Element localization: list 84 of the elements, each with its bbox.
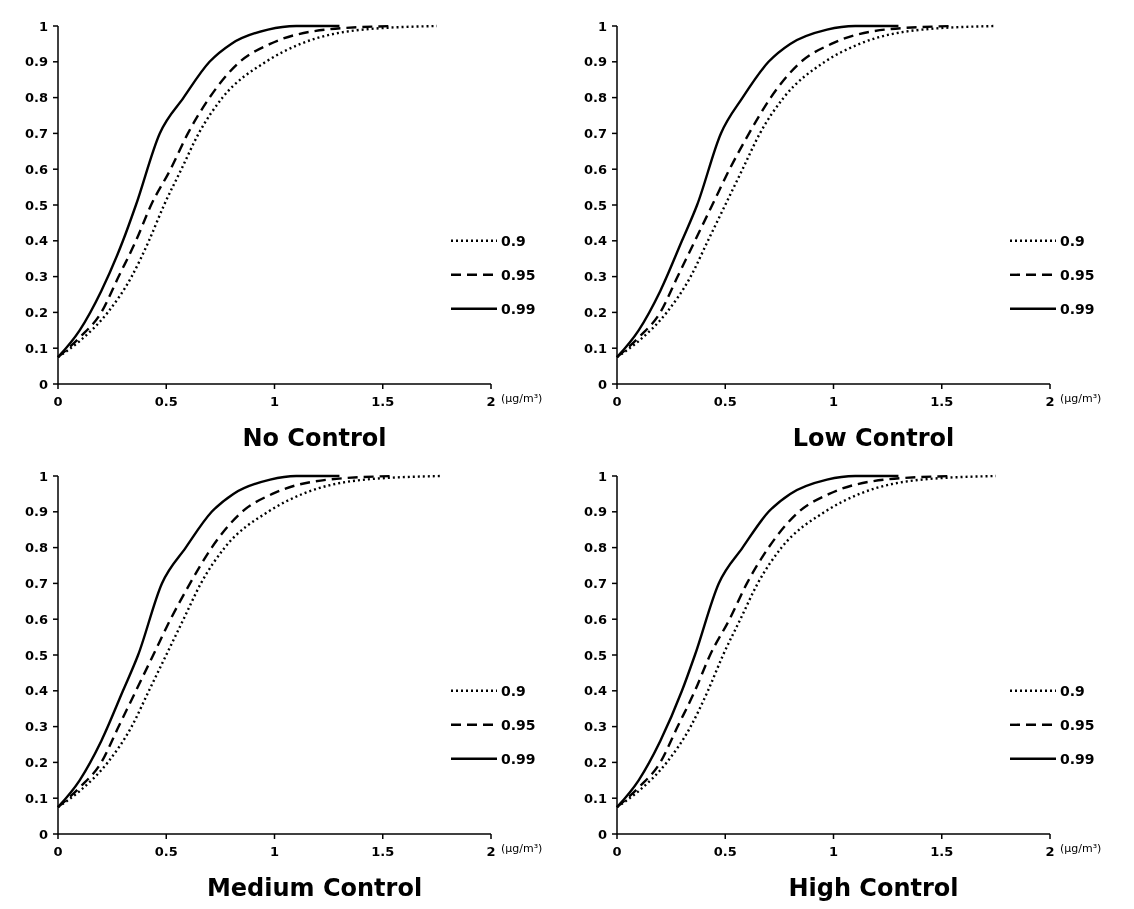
x-tick-label: 0.5: [713, 844, 737, 859]
x-tick-label: 2: [1045, 844, 1055, 859]
y-tick-label: 0.4: [583, 233, 607, 249]
y-tick-label: 0.8: [24, 90, 48, 106]
legend-label: 0.9: [1060, 232, 1085, 249]
x-tick-label: 1: [269, 844, 280, 859]
x-tick-label: 0.5: [154, 844, 178, 859]
x-tick-label: 1.5: [371, 844, 395, 859]
x-tick-label: 1: [828, 844, 839, 859]
x-axis-title: (μg/m³): [501, 392, 543, 405]
y-tick-label: 0.3: [583, 269, 607, 285]
x-tick-label: 2: [486, 844, 496, 859]
y-tick-label: 0.3: [583, 719, 607, 735]
y-tick-label: 0.2: [24, 754, 48, 770]
y-tick-label: 0.9: [583, 54, 607, 70]
x-axis-title: (μg/m³): [501, 842, 543, 855]
legend-label: 0.99: [501, 750, 536, 767]
legend-label: 0.9: [501, 682, 526, 699]
y-tick-label: 0.9: [24, 504, 48, 520]
y-tick-label: 0.7: [583, 575, 607, 591]
y-tick-label: 0.1: [24, 340, 48, 356]
y-tick-label: 0: [38, 376, 48, 392]
y-tick-label: 0.3: [24, 269, 48, 285]
y-tick-label: 0.3: [24, 719, 48, 735]
y-tick-label: 0.6: [583, 161, 607, 177]
y-tick-label: 0.6: [24, 611, 48, 627]
y-tick-label: 0.1: [24, 790, 48, 806]
legend-label: 0.9: [501, 232, 526, 249]
y-tick-label: 0.7: [24, 125, 48, 141]
x-tick-label: 1: [269, 394, 280, 409]
text: Medium Control: [206, 874, 423, 902]
legend-label: 0.99: [1060, 300, 1095, 317]
x-tick-label: 2: [486, 394, 496, 409]
legend-label: 0.95: [501, 266, 536, 283]
y-tick-label: 0.2: [24, 304, 48, 320]
y-tick-label: 0.9: [583, 504, 607, 520]
y-tick-label: 0.8: [24, 540, 48, 556]
legend-label: 0.95: [1060, 716, 1095, 733]
x-axis-title: (μg/m³): [1060, 392, 1102, 405]
x-tick-label: 0: [612, 394, 622, 409]
legend-label: 0.95: [1060, 266, 1095, 283]
legend-label: 0.95: [501, 716, 536, 733]
legend-label: 0.99: [501, 300, 536, 317]
y-tick-label: 0.9: [24, 54, 48, 70]
x-tick-label: 0: [53, 394, 63, 409]
x-tick-label: 0.5: [713, 394, 737, 409]
y-tick-label: 0.5: [583, 647, 607, 663]
y-tick-label: 1: [597, 18, 607, 34]
x-tick-label: 0.5: [154, 394, 178, 409]
y-tick-label: 0.4: [24, 683, 48, 699]
x-axis-title: (μg/m³): [1060, 842, 1102, 855]
y-tick-label: 0: [38, 826, 48, 842]
legend-label: 0.99: [1060, 750, 1095, 767]
y-tick-label: 0.4: [24, 233, 48, 249]
legend-label: 0.9: [1060, 682, 1085, 699]
x-tick-label: 0: [612, 844, 622, 859]
y-tick-label: 1: [38, 18, 48, 34]
y-tick-label: 0.2: [583, 304, 607, 320]
y-tick-label: 0: [597, 376, 607, 392]
y-tick-label: 0.5: [583, 197, 607, 213]
y-tick-label: 0.6: [24, 161, 48, 177]
x-tick-label: 1.5: [371, 394, 395, 409]
x-tick-label: 0: [53, 844, 63, 859]
text: No Control: [242, 424, 387, 452]
text: High Control: [788, 874, 959, 902]
y-tick-label: 0.1: [583, 790, 607, 806]
y-tick-label: 0.5: [24, 647, 48, 663]
x-tick-label: 1.5: [930, 394, 954, 409]
text: Low Control: [792, 424, 955, 452]
y-tick-label: 0.8: [583, 90, 607, 106]
y-tick-label: 0.1: [583, 340, 607, 356]
y-tick-label: 0.2: [583, 754, 607, 770]
x-tick-label: 1: [828, 394, 839, 409]
y-tick-label: 0.5: [24, 197, 48, 213]
y-tick-label: 0.6: [583, 611, 607, 627]
y-tick-label: 0: [597, 826, 607, 842]
y-tick-label: 0.8: [583, 540, 607, 556]
y-tick-label: 1: [38, 468, 48, 484]
x-tick-label: 2: [1045, 394, 1055, 409]
y-tick-label: 0.7: [24, 575, 48, 591]
y-tick-label: 0.7: [583, 125, 607, 141]
y-tick-label: 1: [597, 468, 607, 484]
y-tick-label: 0.4: [583, 683, 607, 699]
x-tick-label: 1.5: [930, 844, 954, 859]
